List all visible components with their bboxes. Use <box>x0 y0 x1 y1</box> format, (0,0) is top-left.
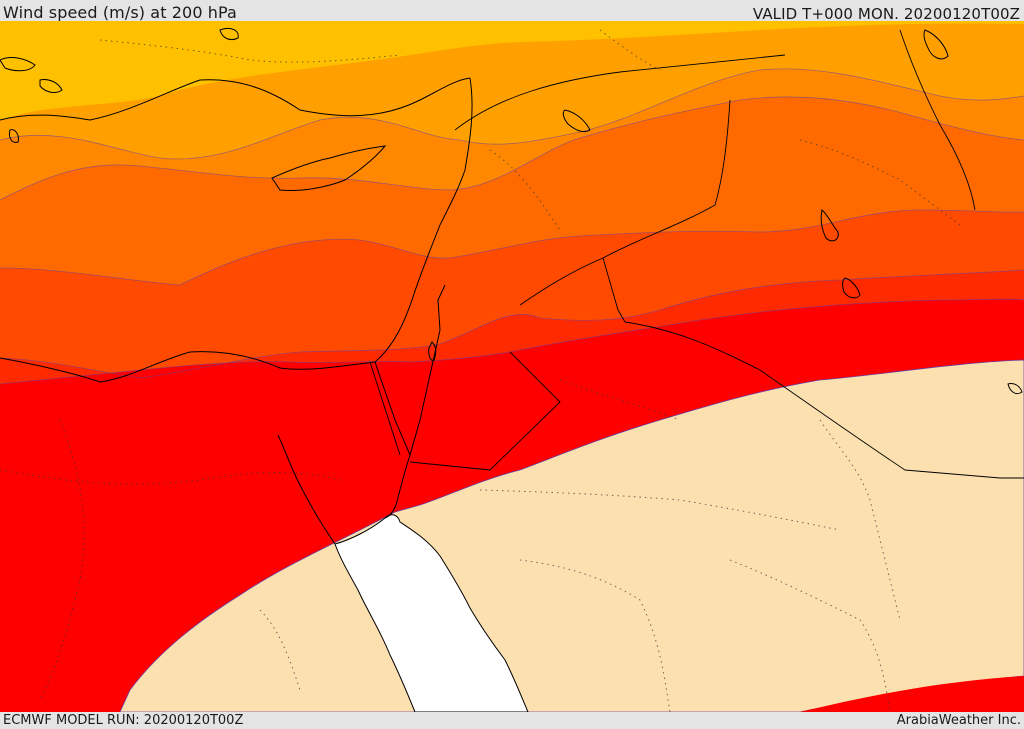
model-run-label: ECMWF MODEL RUN: 20200120T00Z <box>3 713 244 728</box>
brand-label: ArabiaWeather Inc. <box>896 713 1021 728</box>
footer-bar: ECMWF MODEL RUN: 20200120T00Z ArabiaWeat… <box>0 712 1024 729</box>
lake-tharthar <box>820 209 839 242</box>
cyprus <box>271 145 387 191</box>
map-title: Wind speed (m/s) at 200 hPa <box>3 3 237 22</box>
anatolia-coast <box>0 77 471 121</box>
jet-patch-south <box>800 676 1024 712</box>
aegean-islands <box>0 27 1023 395</box>
lake-van <box>562 109 591 133</box>
country-borders <box>369 29 1024 479</box>
lake-urmia <box>923 29 949 60</box>
isotach-contours <box>0 68 1024 385</box>
red-sea <box>334 514 529 712</box>
wind-speed-map <box>0 21 1024 712</box>
sea-of-galilee <box>428 341 437 361</box>
levant-coast <box>374 284 446 457</box>
valid-time: VALID T+000 MON. 20200120T00Z <box>752 5 1020 23</box>
mediterranean-coast <box>0 77 473 383</box>
province-borders <box>0 29 961 712</box>
lake-habbaniyah <box>842 277 861 299</box>
gulf-of-suez <box>277 434 336 545</box>
header-bar: Wind speed (m/s) at 200 hPa VALID T+000 … <box>0 0 1024 23</box>
gulf-of-aqaba <box>384 454 411 519</box>
low-wind-region <box>119 359 1024 712</box>
